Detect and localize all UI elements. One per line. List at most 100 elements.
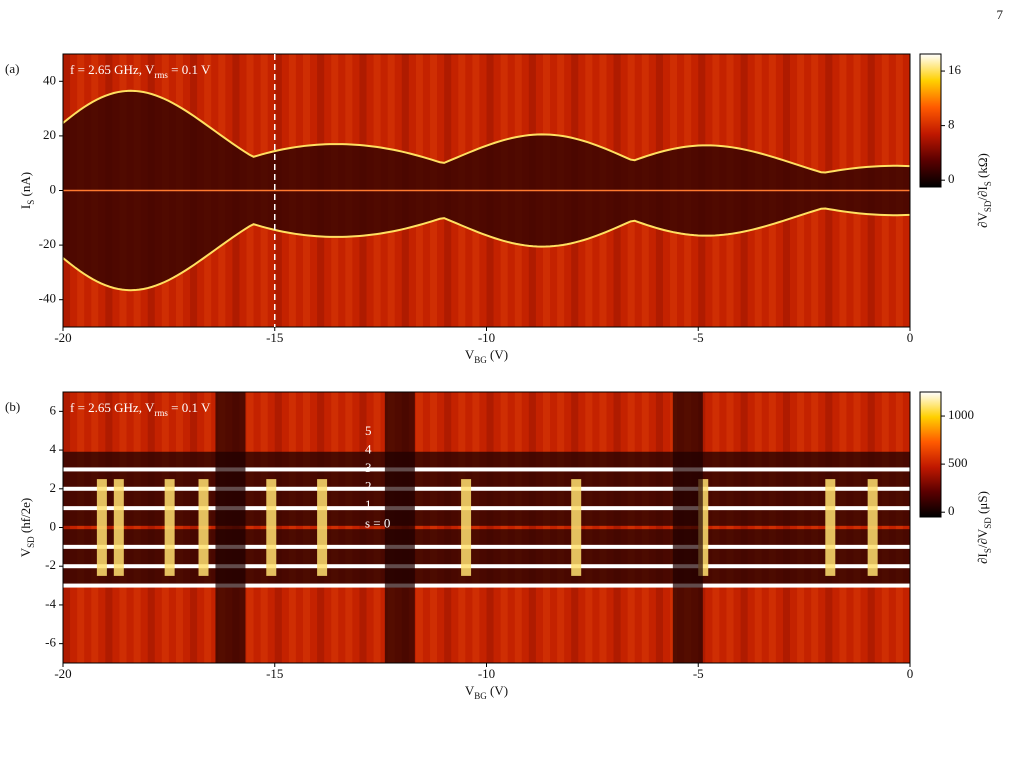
texture	[331, 392, 339, 663]
y-tick-label: 2	[50, 480, 57, 495]
level-label: 3	[365, 460, 372, 475]
texture	[768, 392, 776, 663]
resonance	[63, 207, 910, 292]
texture	[133, 392, 141, 663]
y-tick-label: -4	[45, 596, 56, 611]
texture	[472, 392, 480, 663]
texture	[853, 392, 861, 663]
texture	[740, 392, 748, 663]
x-tick-label: -15	[266, 666, 283, 681]
y-tick-label: -20	[39, 236, 56, 251]
bright-column	[96, 479, 107, 576]
bright-column	[164, 479, 175, 576]
y-axis-label: IS (nA)	[18, 172, 36, 209]
annotation: f = 2.65 GHz, Vrms = 0.1 V	[70, 62, 211, 80]
y-tick-label: 20	[43, 127, 56, 142]
x-tick-label: -20	[54, 330, 71, 345]
dark-band	[63, 490, 910, 507]
x-tick-label: -10	[478, 666, 495, 681]
y-tick-label: 4	[50, 441, 57, 456]
texture	[641, 392, 649, 663]
colorbar-tick-label: 1000	[948, 407, 974, 422]
texture	[260, 392, 268, 663]
texture	[599, 392, 607, 663]
dark-band	[63, 567, 910, 584]
dark-column	[215, 392, 246, 663]
texture	[514, 392, 522, 663]
colorbar-label: ∂VSD/∂IS (kΩ)	[975, 153, 993, 228]
texture	[288, 392, 296, 663]
dark-band	[63, 471, 910, 488]
bright-column	[867, 479, 878, 576]
white-band	[63, 486, 910, 491]
heatmap	[63, 54, 910, 327]
texture	[345, 392, 353, 663]
white-band	[63, 506, 910, 511]
bright-column	[198, 479, 209, 576]
texture	[91, 392, 99, 663]
texture	[528, 392, 536, 663]
bright-column	[317, 479, 328, 576]
texture	[726, 392, 734, 663]
y-tick-label: -6	[45, 635, 56, 650]
x-tick-label: 0	[907, 666, 914, 681]
colorbar-tick-label: 0	[948, 503, 955, 518]
texture	[63, 392, 71, 663]
level-label: 5	[365, 423, 372, 438]
texture	[839, 392, 847, 663]
texture	[359, 392, 367, 663]
texture	[147, 392, 155, 663]
y-tick-label: -2	[45, 557, 56, 572]
texture	[415, 392, 423, 663]
texture	[613, 392, 621, 663]
texture	[175, 392, 183, 663]
texture	[627, 392, 635, 663]
heatmap	[63, 392, 910, 663]
resonance	[63, 89, 910, 174]
colorbar-tick-label: 500	[948, 455, 968, 470]
texture	[782, 392, 791, 663]
bright-column	[571, 479, 582, 576]
bright-column	[461, 479, 472, 576]
texture	[754, 392, 762, 663]
dark-band	[63, 509, 910, 526]
texture	[542, 392, 551, 663]
texture	[500, 392, 508, 663]
texture	[246, 392, 254, 663]
colorbar	[919, 53, 942, 188]
y-tick-label: -40	[39, 291, 56, 306]
white-band	[63, 544, 910, 549]
texture	[655, 392, 663, 663]
colorbar-tick-label: 8	[948, 117, 955, 132]
white-band	[63, 583, 910, 588]
annotation: f = 2.65 GHz, Vrms = 0.1 V	[70, 400, 211, 418]
level-label: 1	[365, 497, 372, 512]
y-tick-label: 6	[50, 402, 57, 417]
texture	[797, 392, 805, 663]
texture	[895, 392, 903, 663]
texture	[881, 392, 889, 663]
texture	[190, 392, 198, 663]
y-tick-label: 0	[50, 518, 57, 533]
dark-band	[63, 451, 910, 468]
texture	[302, 392, 311, 663]
texture	[105, 392, 113, 663]
colorbar-tick-label: 0	[948, 171, 955, 186]
colorbar	[919, 391, 942, 518]
bright-column	[266, 479, 277, 576]
x-tick-label: -5	[693, 330, 704, 345]
x-tick-label: -20	[54, 666, 71, 681]
bright-column	[825, 479, 836, 576]
x-tick-label: -15	[266, 330, 283, 345]
x-axis-label: VBG (V)	[465, 347, 508, 365]
x-axis-label: VBG (V)	[465, 683, 508, 701]
texture	[430, 392, 438, 663]
white-band	[63, 467, 910, 472]
texture	[274, 392, 282, 663]
colorbar-label: ∂IS/∂VSD (μS)	[975, 491, 993, 564]
texture	[373, 392, 381, 663]
x-tick-label: 0	[907, 330, 914, 345]
colorbar-tick-label: 16	[948, 62, 962, 77]
dark-band	[63, 548, 910, 565]
